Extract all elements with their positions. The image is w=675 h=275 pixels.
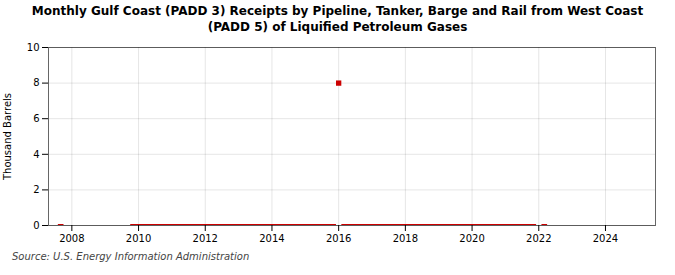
html-text:Source: U.S. Energy Informatio: Source: U.S. Energy Information Administ… (12, 251, 250, 263)
svg-text:6: 6 (33, 113, 39, 124)
svg-text:10: 10 (27, 42, 40, 53)
svg-text:8: 8 (33, 77, 39, 88)
svg-text:2012: 2012 (193, 233, 218, 244)
svg-text:2018: 2018 (393, 233, 418, 244)
svg-text:2016: 2016 (326, 233, 351, 244)
svg-text:0: 0 (33, 220, 39, 231)
svg-text:2014: 2014 (259, 233, 284, 244)
svg-text:2: 2 (33, 184, 39, 195)
svg-text:2010: 2010 (126, 233, 151, 244)
svg-text:2022: 2022 (526, 233, 551, 244)
svg-text:Thousand Barrels: Thousand Barrels (2, 93, 13, 181)
svg-text:2008: 2008 (59, 233, 84, 244)
svg-text:2020: 2020 (459, 233, 484, 244)
svg-text:2024: 2024 (593, 233, 618, 244)
svg-text:4: 4 (33, 149, 39, 160)
html-text:Monthly Gulf Coast (PADD 3) Re: Monthly Gulf Coast (PADD 3) Receipts by … (31, 4, 644, 34)
